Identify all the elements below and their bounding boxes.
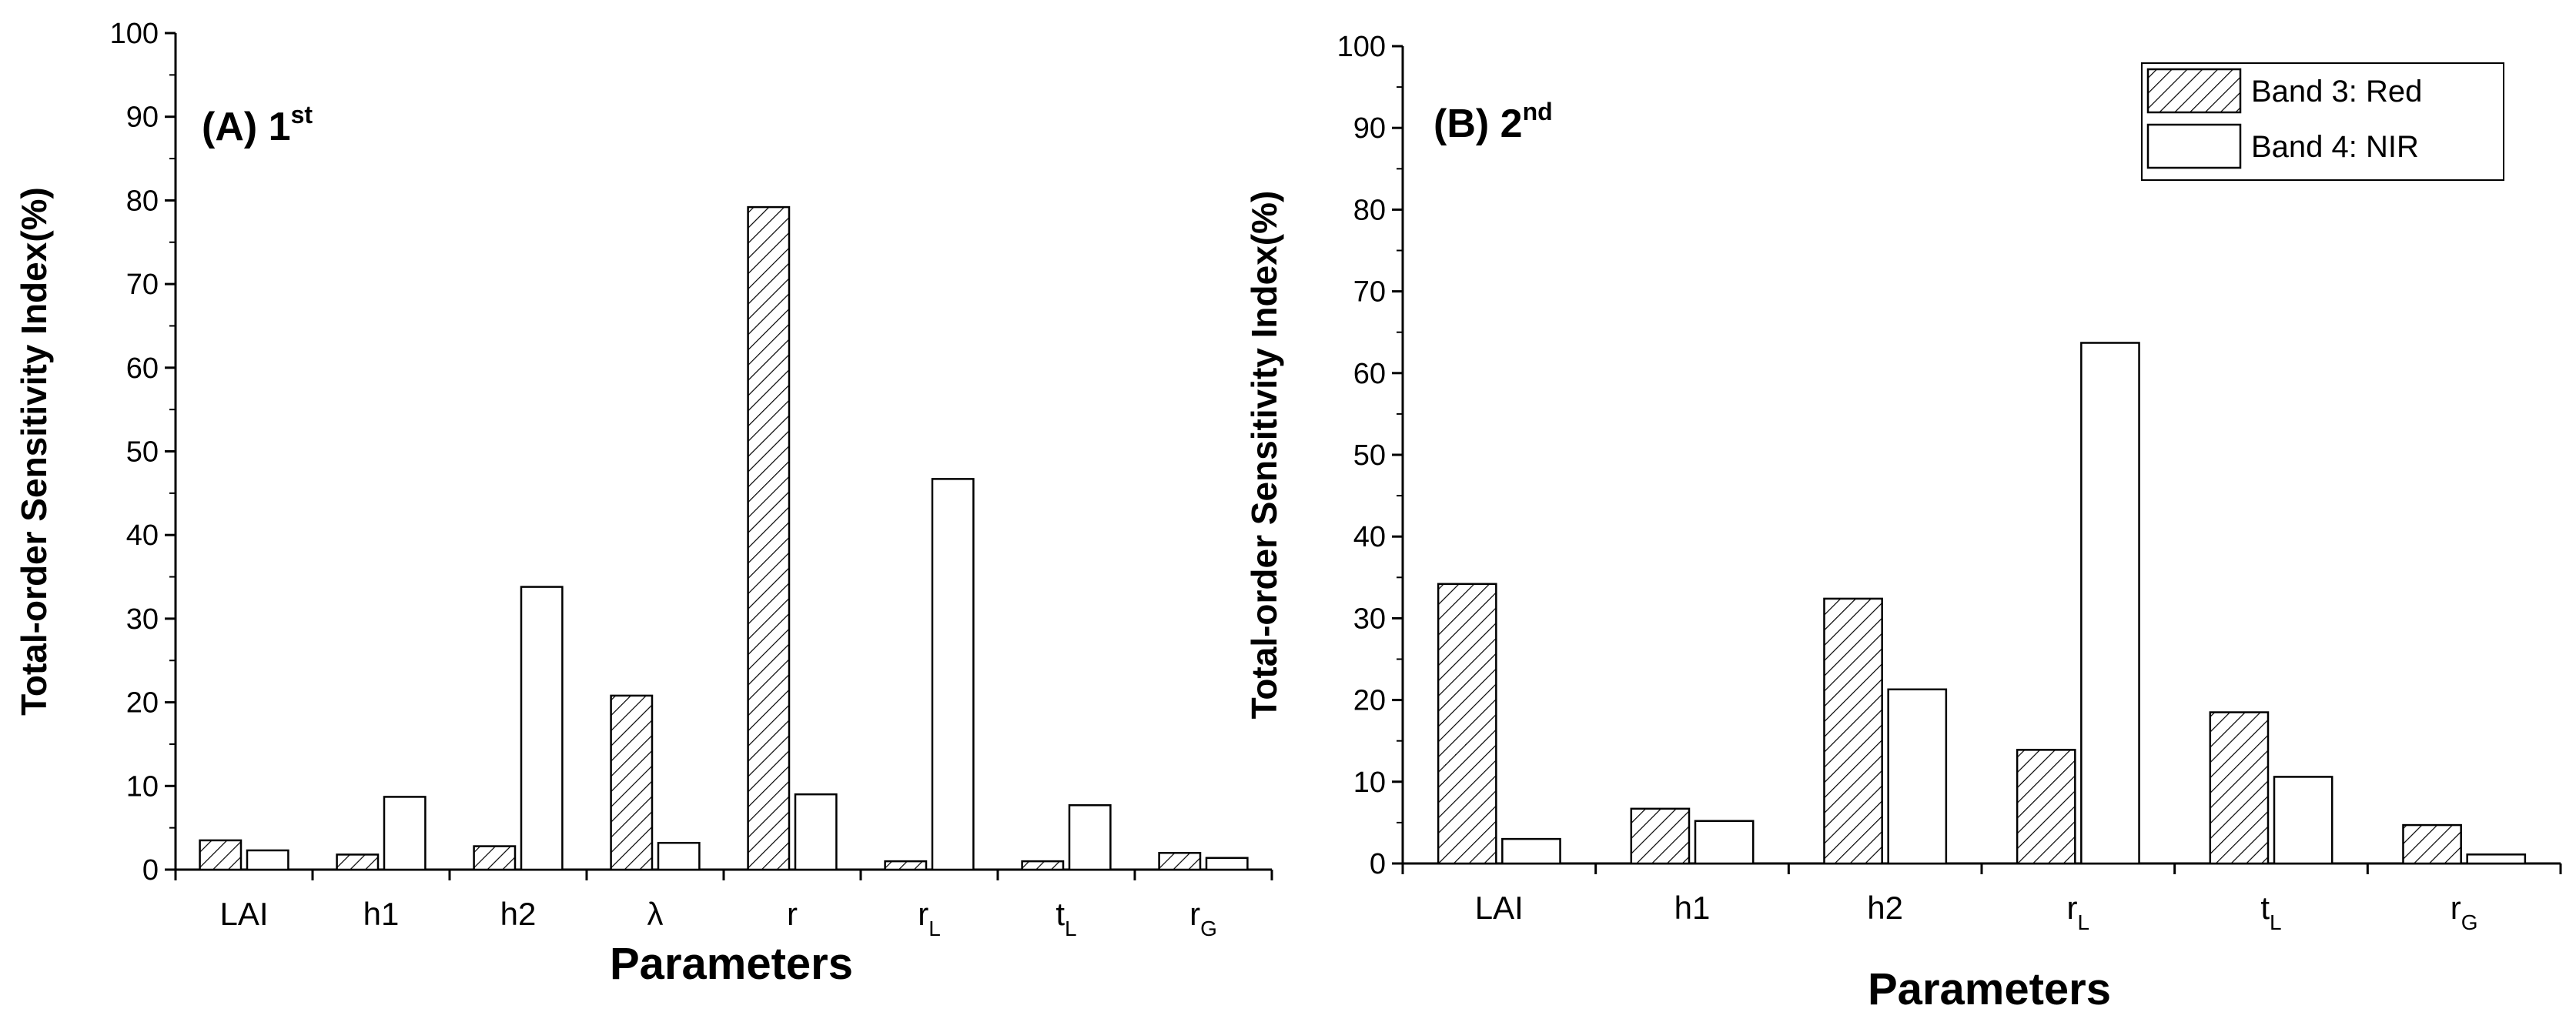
- x-tick-label: rL: [2067, 890, 2090, 934]
- bar-red: [2209, 711, 2270, 865]
- x-tick-label: LAI: [219, 896, 268, 932]
- y-tick-label: 10: [126, 770, 159, 803]
- bar-nir: [1205, 857, 1249, 871]
- bar-red: [1823, 597, 1883, 865]
- bar-nir: [1887, 688, 1948, 865]
- y-tick-label: 60: [1353, 358, 1386, 390]
- bar-nir: [2273, 776, 2333, 865]
- bar-nir: [794, 793, 838, 871]
- y-tick-label: 40: [126, 519, 159, 552]
- bar-nir: [2080, 342, 2140, 865]
- chart-panel-b: 0 10 20 30 40 50 60 70 80 90 100 LAI h1 h2 rL tL rG Param…: [1244, 31, 2562, 1014]
- bar-red: [336, 853, 380, 871]
- x-axis-title: Parameters: [1868, 964, 2111, 1014]
- bar-red: [2402, 823, 2462, 865]
- legend: Band 3: Red Band 4: NIR: [2141, 62, 2504, 181]
- bar-red: [473, 845, 517, 871]
- y-tick-label: 50: [126, 436, 159, 469]
- y-tick-label: 80: [1353, 194, 1386, 226]
- y-tick-label: 70: [126, 269, 159, 301]
- y-tick-label: 80: [126, 185, 159, 217]
- panel-label: (B) 2nd: [1434, 98, 1553, 146]
- x-tick-label: LAI: [1475, 890, 1524, 926]
- y-tick-label: 40: [1353, 521, 1386, 553]
- x-tick-label: r: [787, 896, 798, 932]
- y-tick-label: 30: [1353, 603, 1386, 635]
- x-tick-label: rL: [918, 896, 941, 940]
- bar-nir: [520, 586, 564, 871]
- bar-nir: [1501, 837, 1561, 865]
- bar-nir: [931, 478, 975, 871]
- bar-red: [1021, 860, 1065, 871]
- legend-swatch: [2146, 123, 2242, 169]
- y-tick-label: 0: [1370, 848, 1386, 880]
- y-tick-label: 100: [1337, 31, 1386, 63]
- y-tick-label: 90: [126, 102, 159, 134]
- legend-swatch: [2146, 68, 2242, 114]
- y-tick-label: 10: [1353, 766, 1386, 799]
- x-tick-label: rG: [2451, 890, 2478, 934]
- bar-red: [1158, 852, 1202, 871]
- bar-red: [884, 860, 928, 871]
- y-tick-label: 20: [1353, 685, 1386, 717]
- bar-red: [1437, 583, 1497, 865]
- bar-red: [610, 694, 654, 871]
- panel-label: (A) 1st: [202, 101, 313, 149]
- y-tick-label: 60: [126, 352, 159, 385]
- y-tick-label: 50: [1353, 439, 1386, 472]
- y-tick-label: 0: [142, 854, 159, 887]
- bar-nir: [1694, 820, 1755, 865]
- bar-red: [747, 205, 791, 871]
- x-tick-label: rG: [1189, 896, 1217, 940]
- bar-nir: [1068, 804, 1112, 871]
- x-tick-label: h1: [1674, 890, 1711, 926]
- y-tick-label: 90: [1353, 112, 1386, 145]
- bar-nir: [383, 796, 427, 871]
- y-axis-title: Total-order Sensitivity Index(%): [14, 187, 54, 716]
- bar-nir: [2466, 853, 2527, 865]
- y-tick-label: 100: [110, 18, 159, 50]
- bar-red: [2016, 749, 2076, 865]
- bar-nir: [657, 841, 701, 871]
- x-tick-label: tL: [2260, 890, 2281, 934]
- bar-red: [199, 839, 243, 871]
- x-axis-title: Parameters: [610, 939, 853, 989]
- y-axis-title: Total-order Sensitivity Index(%): [1244, 191, 1284, 720]
- x-tick-label: h2: [1867, 890, 1903, 926]
- bar-nir: [246, 849, 289, 871]
- y-tick-label: 70: [1353, 276, 1386, 309]
- legend-label: Band 3: Red: [2251, 75, 2422, 109]
- x-tick-label: h2: [500, 896, 537, 932]
- bar-red: [1630, 807, 1691, 865]
- x-tick-label: λ: [647, 896, 664, 932]
- x-tick-label: h1: [363, 896, 400, 932]
- y-tick-label: 30: [126, 603, 159, 636]
- legend-label: Band 4: NIR: [2251, 130, 2419, 164]
- x-tick-label: tL: [1055, 896, 1076, 940]
- chart-panel-a: 0 10 20 30 40 50 60 70 80 90 100 LAI h1 h2 λ r rL tL rG Par…: [14, 18, 1273, 989]
- y-tick-label: 20: [126, 687, 159, 720]
